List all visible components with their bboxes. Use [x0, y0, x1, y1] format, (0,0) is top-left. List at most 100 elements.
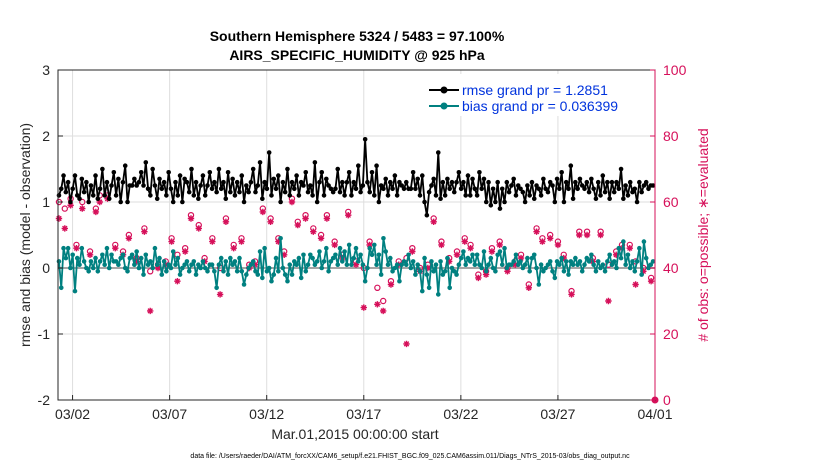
- obs-evaluated-marker: [280, 251, 288, 258]
- bias-point: [616, 245, 622, 251]
- bias-point: [493, 269, 498, 274]
- bias-point: [223, 259, 229, 264]
- rmse-point: [630, 189, 635, 195]
- bias-point: [637, 245, 642, 251]
- bias-point: [88, 259, 94, 264]
- rmse-point: [255, 183, 261, 188]
- rmse-point: [221, 179, 226, 185]
- rmse-point: [470, 176, 475, 182]
- bias-point: [509, 262, 514, 268]
- rmse-point: [586, 189, 592, 195]
- obs-evaluated-marker: [525, 284, 533, 291]
- rmse-point: [113, 193, 119, 198]
- rmse-point: [269, 193, 274, 198]
- rmse-point: [634, 199, 640, 205]
- obs-evaluated-marker: [125, 235, 133, 242]
- obs-possible-marker: [379, 297, 387, 305]
- bias-point: [134, 249, 139, 254]
- bias-point: [138, 255, 144, 261]
- rmse-point: [509, 183, 514, 188]
- rmse-point: [385, 193, 391, 198]
- rmse-point: [431, 176, 437, 182]
- bias-point: [609, 262, 615, 268]
- bias-point: [353, 245, 359, 251]
- bias-point: [371, 242, 377, 248]
- bias-point: [200, 259, 206, 264]
- bias-point: [454, 272, 459, 277]
- bias-point: [317, 249, 322, 254]
- rmse-point: [438, 196, 443, 201]
- bias-point: [230, 262, 235, 268]
- rmse-point: [479, 186, 484, 192]
- bias-point: [232, 259, 238, 264]
- obs-evaluated-marker: [583, 231, 591, 239]
- rmse-point: [228, 189, 233, 195]
- rmse-point: [152, 183, 158, 188]
- bias-point: [385, 262, 391, 268]
- bias-point: [301, 252, 306, 258]
- rmse-point: [445, 176, 450, 182]
- rmse-point: [200, 173, 206, 178]
- rmse-point: [97, 186, 103, 192]
- bias-point: [577, 259, 583, 264]
- bias-point: [472, 262, 478, 268]
- rmse-point: [122, 163, 128, 168]
- rmse-point: [378, 183, 384, 188]
- rmse-point: [289, 179, 295, 185]
- bias-point: [84, 265, 89, 271]
- bias-point: [100, 252, 105, 258]
- rmse-point: [367, 189, 373, 195]
- rmse-point: [536, 186, 542, 192]
- rmse-point: [173, 179, 178, 185]
- bias-point: [342, 249, 347, 254]
- bias-point: [180, 265, 185, 271]
- bias-point: [387, 255, 393, 261]
- bias-point: [196, 262, 201, 268]
- x-tick-label: 03/07: [152, 406, 187, 422]
- bias-point: [563, 259, 569, 264]
- bias-point: [314, 259, 320, 264]
- obs-evaluated-marker: [288, 198, 296, 206]
- rmse-point: [326, 183, 331, 188]
- bias-point: [543, 265, 548, 271]
- rmse-point: [120, 179, 126, 185]
- rmse-point: [310, 193, 315, 198]
- bias-point: [276, 269, 281, 274]
- obs-possible-marker: [374, 284, 381, 291]
- rmse-point: [575, 186, 580, 192]
- obs-evaluated-marker: [647, 278, 655, 285]
- rmse-point: [250, 166, 256, 172]
- rmse-point: [337, 189, 343, 195]
- obs-evaluated-marker: [360, 304, 367, 311]
- rmse-point: [413, 186, 418, 192]
- y-right-tick-label: 60: [663, 194, 679, 210]
- rmse-point: [100, 166, 105, 172]
- bias-point: [132, 262, 137, 268]
- bias-point: [296, 255, 302, 261]
- rmse-point: [627, 179, 633, 185]
- rmse-point: [419, 173, 425, 178]
- rmse-point: [497, 206, 503, 211]
- bias-point: [403, 262, 409, 268]
- bias-point: [244, 272, 249, 277]
- rmse-point: [104, 179, 110, 185]
- bias-point: [303, 269, 309, 274]
- bias-point: [152, 245, 158, 251]
- obs-evaluated-marker: [112, 245, 119, 252]
- bias-point: [116, 262, 121, 268]
- bias-point: [193, 272, 199, 277]
- bias-point: [102, 262, 107, 268]
- rmse-point: [262, 179, 267, 185]
- bias-point: [166, 262, 171, 268]
- obs-evaluated-marker: [96, 198, 103, 206]
- bias-point: [520, 265, 526, 271]
- obs-evaluated-marker: [387, 281, 395, 288]
- rmse-point: [506, 189, 512, 195]
- x-tick-label: 03/02: [55, 406, 90, 422]
- bias-point: [408, 265, 414, 271]
- bias-point: [394, 262, 400, 268]
- bias-point: [212, 269, 217, 274]
- rmse-point: [65, 179, 71, 185]
- chart-subtitle: AIRS_SPECIFIC_HUMIDITY @ 925 hPa: [229, 47, 485, 63]
